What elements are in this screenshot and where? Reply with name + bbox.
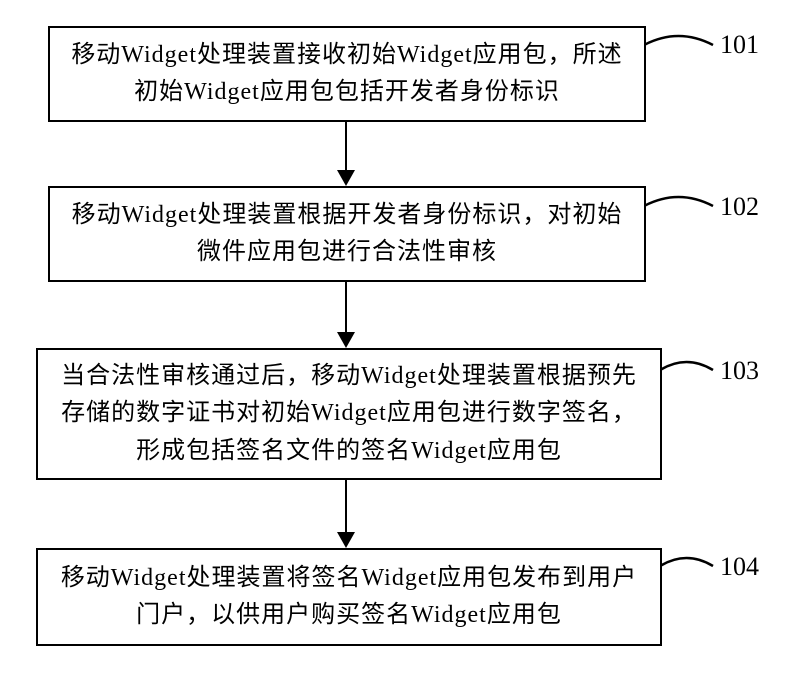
connector-103 [660,352,717,396]
flow-step-101: 移动Widget处理装置接收初始Widget应用包，所述初始Widget应用包包… [48,26,646,122]
arrow-shaft-2 [345,282,348,334]
connector-102 [644,186,717,234]
arrow-head-2 [337,332,355,348]
connector-104 [660,548,717,592]
flow-step-text: 移动Widget处理装置根据开发者身份标识，对初始微件应用包进行合法性审核 [66,197,628,271]
flow-step-102: 移动Widget处理装置根据开发者身份标识，对初始微件应用包进行合法性审核 [48,186,646,282]
flow-step-label-101: 101 [720,30,759,60]
flow-step-103: 当合法性审核通过后，移动Widget处理装置根据预先存储的数字证书对初始Widg… [36,348,662,480]
arrow-shaft-3 [345,480,348,534]
connector-101 [644,25,717,73]
flow-step-text: 移动Widget处理装置接收初始Widget应用包，所述初始Widget应用包包… [66,37,628,111]
arrow-shaft-1 [345,122,348,172]
arrow-head-1 [337,170,355,186]
flow-step-104: 移动Widget处理装置将签名Widget应用包发布到用户门户，以供用户购买签名… [36,548,662,646]
flow-step-label-104: 104 [720,552,759,582]
flow-step-label-103: 103 [720,356,759,386]
arrow-head-3 [337,532,355,548]
flow-step-text: 当合法性审核通过后，移动Widget处理装置根据预先存储的数字证书对初始Widg… [54,358,644,470]
flowchart-canvas: 移动Widget处理装置接收初始Widget应用包，所述初始Widget应用包包… [0,0,800,674]
flow-step-text: 移动Widget处理装置将签名Widget应用包发布到用户门户，以供用户购买签名… [54,560,644,634]
flow-step-label-102: 102 [720,192,759,222]
